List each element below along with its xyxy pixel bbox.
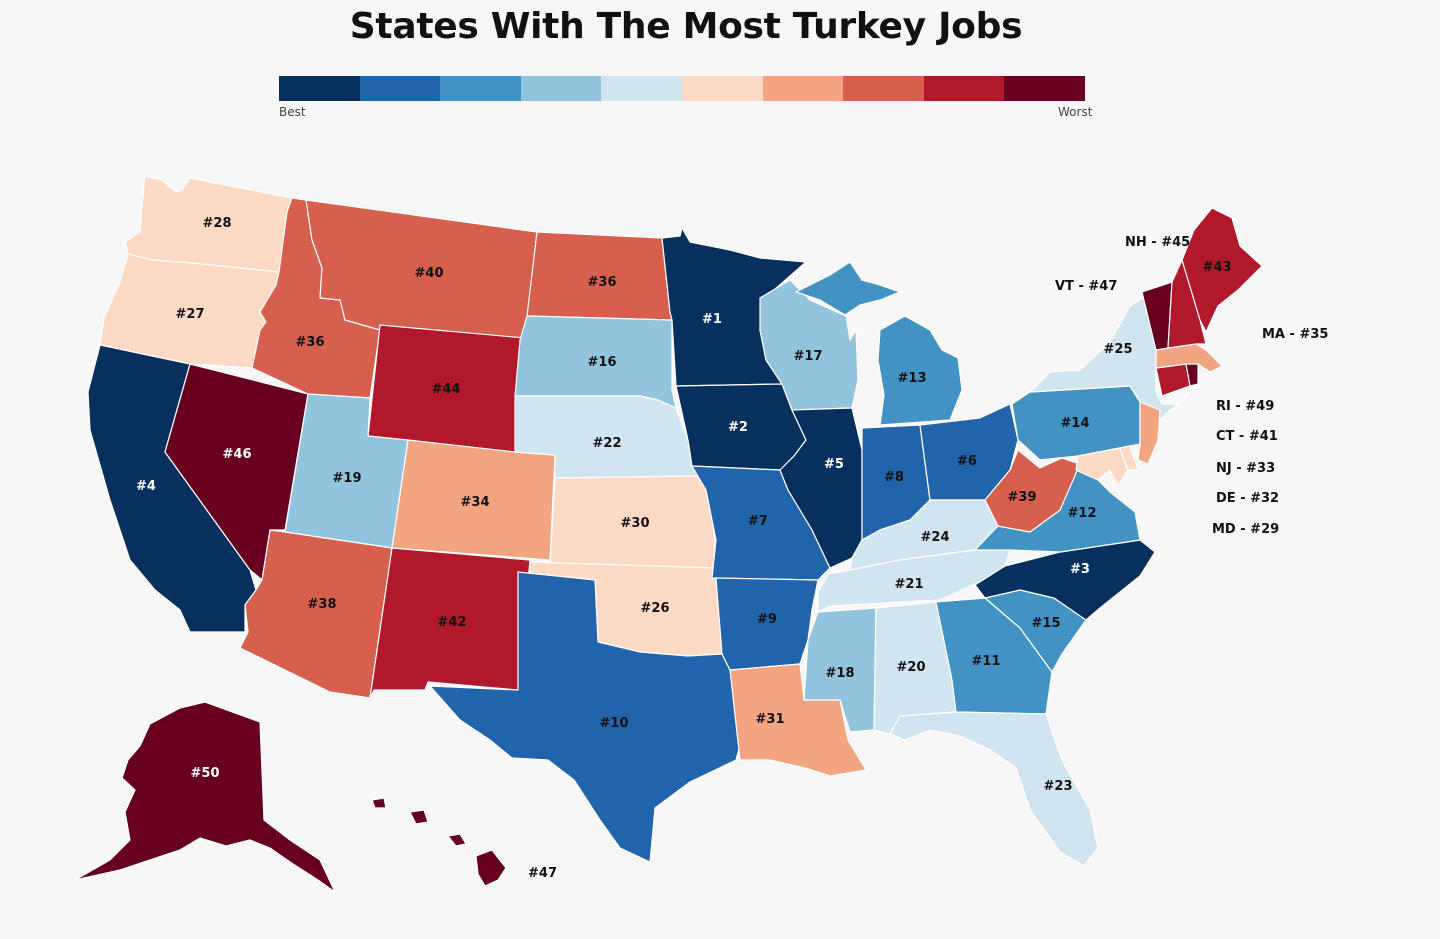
label-ri: RI - #49	[1216, 399, 1274, 414]
state-ct[interactable]	[1155, 363, 1191, 397]
label-mn: #1	[702, 312, 722, 327]
label-co: #34	[461, 495, 490, 510]
label-va: #12	[1068, 506, 1097, 521]
label-nd: #36	[588, 275, 617, 290]
legend-swatch-4	[520, 76, 602, 101]
label-sc: #15	[1032, 616, 1061, 631]
legend-worst-label: Worst	[1058, 105, 1093, 119]
state-nc[interactable]	[974, 539, 1156, 621]
state-nj[interactable]	[1137, 401, 1161, 465]
color-legend	[279, 76, 1085, 101]
legend-swatch-9	[923, 76, 1005, 101]
state-ma[interactable]	[1155, 343, 1223, 373]
label-il: #5	[824, 457, 844, 472]
state-hi-island[interactable]	[371, 797, 387, 809]
state-de[interactable]	[1119, 445, 1139, 471]
label-nj: NJ - #33	[1216, 461, 1275, 476]
label-ar: #9	[757, 612, 777, 627]
legend-swatch-1	[279, 76, 360, 101]
legend-best-label: Best	[279, 105, 306, 119]
label-ms: #18	[826, 666, 855, 681]
label-nc: #3	[1070, 562, 1090, 577]
label-ga: #11	[972, 654, 1001, 669]
state-wv[interactable]	[984, 449, 1081, 533]
label-de: DE - #32	[1216, 491, 1279, 506]
label-tn: #21	[895, 577, 924, 592]
state-hi[interactable]	[475, 849, 507, 887]
label-ne: #22	[593, 436, 622, 451]
label-or: #27	[176, 307, 205, 322]
label-la: #31	[756, 712, 785, 727]
legend-swatch-3	[440, 76, 521, 101]
state-ak[interactable]	[74, 701, 336, 893]
label-ma: MA - #35	[1262, 327, 1328, 342]
state-hi-island[interactable]	[447, 833, 467, 847]
label-vt: VT - #47	[1055, 279, 1117, 294]
label-me: #43	[1203, 260, 1232, 275]
state-la[interactable]	[729, 663, 867, 777]
label-ak: #50	[191, 766, 220, 781]
legend-swatch-10	[1004, 76, 1085, 101]
label-md: MD - #29	[1212, 522, 1279, 537]
legend-swatch-6	[681, 76, 763, 101]
state-il[interactable]	[779, 407, 863, 569]
state-ar[interactable]	[715, 577, 819, 671]
label-wa: #28	[203, 216, 232, 231]
state-hi-island[interactable]	[409, 809, 429, 825]
legend-swatch-2	[359, 76, 441, 101]
label-ok: #26	[641, 601, 670, 616]
state-tx[interactable]	[429, 571, 741, 863]
state-mi[interactable]	[877, 315, 963, 426]
label-ut: #19	[333, 471, 362, 486]
label-ca: #4	[136, 479, 156, 494]
label-pa: #14	[1061, 416, 1090, 431]
label-ct: CT - #41	[1216, 429, 1278, 444]
label-nv: #46	[223, 447, 252, 462]
state-mi-upper[interactable]	[795, 261, 901, 316]
label-ia: #2	[728, 420, 748, 435]
label-wv: #39	[1008, 490, 1037, 505]
label-id: #36	[296, 335, 325, 350]
label-fl: #23	[1044, 779, 1073, 794]
state-co[interactable]	[391, 439, 556, 561]
map-title: States With The Most Turkey Jobs	[349, 6, 1023, 47]
label-nh: NH - #45	[1125, 235, 1190, 250]
state-wi[interactable]	[759, 279, 859, 411]
label-az: #38	[308, 597, 337, 612]
label-mt: #40	[415, 266, 444, 281]
label-sd: #16	[588, 355, 617, 370]
label-hi: #47	[528, 866, 557, 881]
label-wi: #17	[794, 349, 823, 364]
legend-swatch-8	[843, 76, 924, 101]
label-in: #8	[884, 470, 904, 485]
label-ny: #25	[1104, 342, 1133, 357]
state-ks[interactable]	[549, 475, 717, 569]
label-al: #20	[897, 660, 926, 675]
legend-swatch-5	[601, 76, 682, 101]
label-ky: #24	[921, 530, 950, 545]
label-mo: #7	[748, 514, 768, 529]
legend-swatch-7	[762, 76, 844, 101]
state-me[interactable]	[1181, 207, 1263, 333]
state-fl[interactable]	[889, 711, 1099, 867]
label-tx: #10	[600, 716, 629, 731]
label-oh: #6	[957, 454, 977, 469]
label-nm: #42	[438, 615, 467, 630]
label-mi: #13	[898, 371, 927, 386]
label-ks: #30	[621, 516, 650, 531]
label-wy: #44	[432, 382, 461, 397]
